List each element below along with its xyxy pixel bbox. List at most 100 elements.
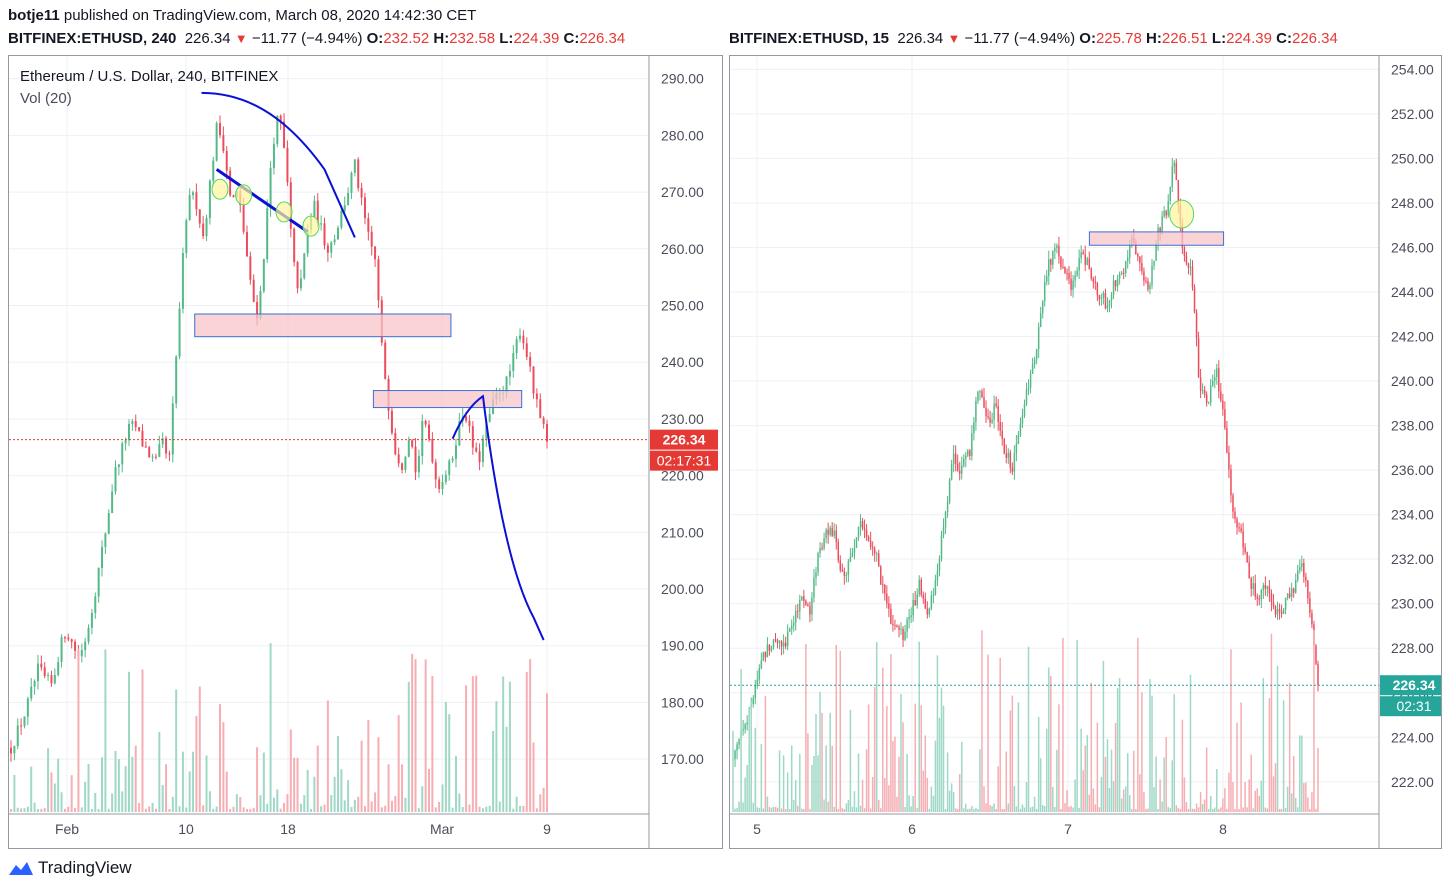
volume-bar [175,689,178,812]
candle-body [1163,210,1165,217]
candle-body [764,652,767,658]
volume-bar [1276,665,1279,812]
candle-body [94,596,97,614]
left-chart-svg[interactable]: 290.00 280.00 270.00 260.00 250.00 240.00 230.… [9,56,722,848]
candle-body [340,210,343,228]
candle-body [1248,562,1250,579]
volume-bar [208,791,211,812]
volume-bar [1013,785,1016,812]
volume-bar [778,750,781,812]
candle-body [1161,216,1163,235]
candle-body [837,542,840,561]
chart-title: Ethereum / U.S. Dollar, 240, BITFINEX [20,68,279,85]
candle-body [1005,453,1008,458]
volume-bar [407,681,410,812]
candle-body [969,450,971,457]
volume-bar [1268,698,1271,812]
volume-bar [141,669,144,812]
close-label: C: [563,30,580,47]
rounded-top-arc [201,91,356,238]
volume-bar [1161,801,1163,812]
volume-bar [1003,808,1005,812]
candle-body [1082,252,1084,255]
candle-body [198,209,201,224]
countdown-tag [650,450,718,471]
candle-body [1098,295,1101,299]
candle-body [101,547,104,569]
right-chart-pane[interactable]: 254.00 252.00 250.00 248.00 246.00 244.00 242.… [729,55,1442,849]
candle-body [944,512,947,528]
volume-bar [888,785,890,812]
tradingview-footer[interactable]: TradingView [8,858,132,878]
candle-body [525,343,528,357]
symbol-label[interactable]: BITFINEX:ETHUSD, 240 [8,30,177,47]
volume-bar [952,792,955,812]
volume-bar [1141,692,1143,812]
candle-body [1280,611,1283,614]
candle-body [434,462,437,480]
volume-bar [1299,735,1301,812]
volume-bar [795,779,797,812]
candle-body [1207,402,1210,404]
candle-body [797,610,799,612]
volume-bar [1297,807,1299,812]
candle-body [906,619,908,632]
candle-body [995,403,997,406]
candle-body [877,553,880,567]
right-chart-svg[interactable]: 254.00 252.00 250.00 248.00 246.00 244.00 242.… [730,56,1441,848]
symbol-label[interactable]: BITFINEX:ETHUSD, 15 [729,30,890,47]
volume-bar [1220,807,1222,812]
volume-bar [849,709,852,812]
candle-body [772,639,775,648]
candle-body [299,278,302,289]
candle-body [444,474,447,482]
candle-body [1084,254,1086,265]
candle-body [861,521,864,529]
candle-body [36,663,39,682]
candle-body [958,470,961,474]
candle-body [999,421,1001,431]
volume-bar [40,808,43,812]
volume-bar [1033,796,1036,812]
candle-body [823,538,825,549]
volume-bar [1228,772,1230,812]
volume-bar [1278,808,1281,812]
candle-body [1238,527,1240,529]
volume-bar [303,795,306,812]
candle-body [1201,390,1204,392]
volume-bar [525,671,528,812]
volume-bar [63,808,66,812]
candle-body [161,438,164,445]
candle-body [1120,272,1123,275]
volume-bar [736,807,738,812]
volume-bar [1001,808,1003,812]
volume-bar [1248,779,1250,812]
candle-body [1297,570,1299,580]
volume-bar [940,687,943,812]
volume-bar [101,757,104,812]
candle-body [428,424,431,439]
volume-bar [1102,660,1105,812]
volume-bar [33,802,36,812]
volume-bar [788,808,791,812]
candle-body [1205,394,1208,403]
candle-body [1007,452,1010,458]
candle-body [1001,430,1003,439]
candle-body [124,440,127,444]
left-chart-pane[interactable]: 290.00 280.00 270.00 260.00 250.00 240.00 230.… [8,55,723,849]
candle-body [902,628,904,640]
volume-indicator-label[interactable]: Vol (20) [20,90,72,107]
volume-bar [1284,807,1287,812]
candle-body [782,642,785,647]
candle-body [1203,390,1206,395]
candle-body [912,599,914,616]
volume-bar [148,806,151,812]
candle-body [1222,400,1224,410]
author-name[interactable]: botje11 [8,7,60,24]
volume-bar [1258,795,1261,812]
volume-bar [1151,695,1153,812]
candle-body [222,135,225,151]
candle-body [1041,301,1044,314]
volume-bar [956,808,959,812]
volume-bar [219,704,222,812]
